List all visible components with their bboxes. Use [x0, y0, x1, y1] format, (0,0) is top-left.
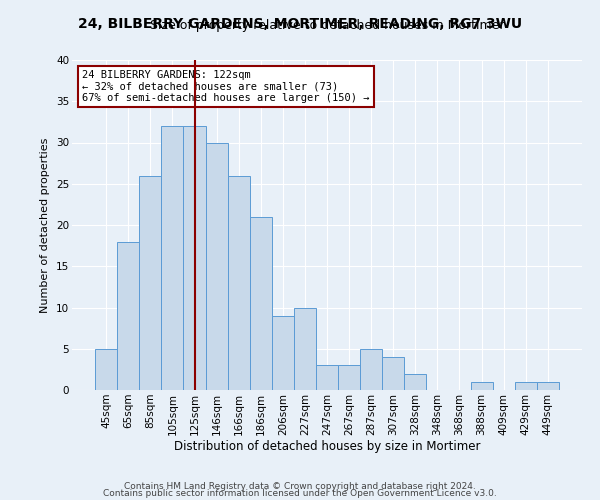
Bar: [338, 365, 360, 390]
Bar: [139, 176, 161, 390]
Bar: [515, 382, 537, 390]
Title: Size of property relative to detached houses in Mortimer: Size of property relative to detached ho…: [150, 20, 504, 32]
Bar: [206, 142, 227, 390]
Bar: [95, 349, 117, 390]
Text: 24, BILBERRY GARDENS, MORTIMER, READING, RG7 3WU: 24, BILBERRY GARDENS, MORTIMER, READING,…: [78, 18, 522, 32]
Bar: [470, 382, 493, 390]
Bar: [184, 126, 206, 390]
Bar: [382, 357, 404, 390]
Bar: [161, 126, 184, 390]
Bar: [316, 365, 338, 390]
Y-axis label: Number of detached properties: Number of detached properties: [40, 138, 50, 312]
X-axis label: Distribution of detached houses by size in Mortimer: Distribution of detached houses by size …: [174, 440, 480, 454]
Bar: [294, 308, 316, 390]
Text: 24 BILBERRY GARDENS: 122sqm
← 32% of detached houses are smaller (73)
67% of sem: 24 BILBERRY GARDENS: 122sqm ← 32% of det…: [82, 70, 370, 103]
Text: Contains HM Land Registry data © Crown copyright and database right 2024.: Contains HM Land Registry data © Crown c…: [124, 482, 476, 491]
Bar: [117, 242, 139, 390]
Bar: [250, 217, 272, 390]
Bar: [537, 382, 559, 390]
Bar: [404, 374, 427, 390]
Bar: [272, 316, 294, 390]
Bar: [227, 176, 250, 390]
Text: Contains public sector information licensed under the Open Government Licence v3: Contains public sector information licen…: [103, 489, 497, 498]
Bar: [360, 349, 382, 390]
